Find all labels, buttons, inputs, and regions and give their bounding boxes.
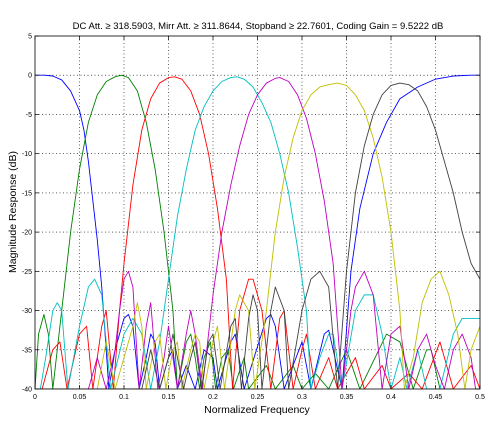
x-tick-label: 0.1	[119, 394, 129, 401]
y-tick-label: -20	[22, 230, 32, 237]
series-line-5	[35, 77, 476, 389]
series-line-3	[35, 76, 480, 389]
x-tick-label: 0.25	[251, 394, 265, 401]
axis-ticks: 0 0.05 0.1 0.15 0.2 0.25 0.3 0.35 0.4 0.45 0.5 5 0 -5…	[22, 34, 485, 402]
y-tick-label: -5	[26, 112, 32, 119]
x-tick-label: 0.3	[297, 394, 307, 401]
y-tick-label: 0	[28, 73, 32, 80]
x-tick-label: 0.35	[340, 394, 354, 401]
series-line-6	[35, 82, 480, 389]
x-tick-label: 0.2	[208, 394, 218, 401]
series-line-7	[35, 82, 480, 389]
y-tick-label: -15	[22, 190, 32, 197]
y-axis-label: Magnitude Response (dB)	[7, 151, 19, 273]
x-tick-label: 0	[33, 394, 37, 401]
y-tick-label: -25	[22, 269, 32, 276]
x-axis-label: Normalized Frequency	[204, 404, 310, 416]
series-line-2	[35, 74, 454, 389]
series-line-4	[35, 76, 480, 389]
x-tick-label: 0.4	[386, 394, 396, 401]
chart-title: DC Att. ≥ 318.5903, Mirr Att. ≥ 311.8644…	[73, 21, 444, 32]
y-tick-label: -30	[22, 308, 32, 315]
x-tick-label: 0.15	[162, 394, 176, 401]
y-tick-label: -35	[22, 347, 32, 354]
y-tick-label: -40	[22, 387, 32, 394]
y-tick-label: -10	[22, 151, 32, 158]
x-tick-label: 0.5	[475, 394, 485, 401]
x-tick-label: 0.05	[73, 394, 87, 401]
x-tick-label: 0.45	[429, 394, 443, 401]
y-tick-label: 5	[28, 34, 32, 41]
series-line-1	[35, 74, 480, 389]
series-lines	[35, 74, 480, 389]
